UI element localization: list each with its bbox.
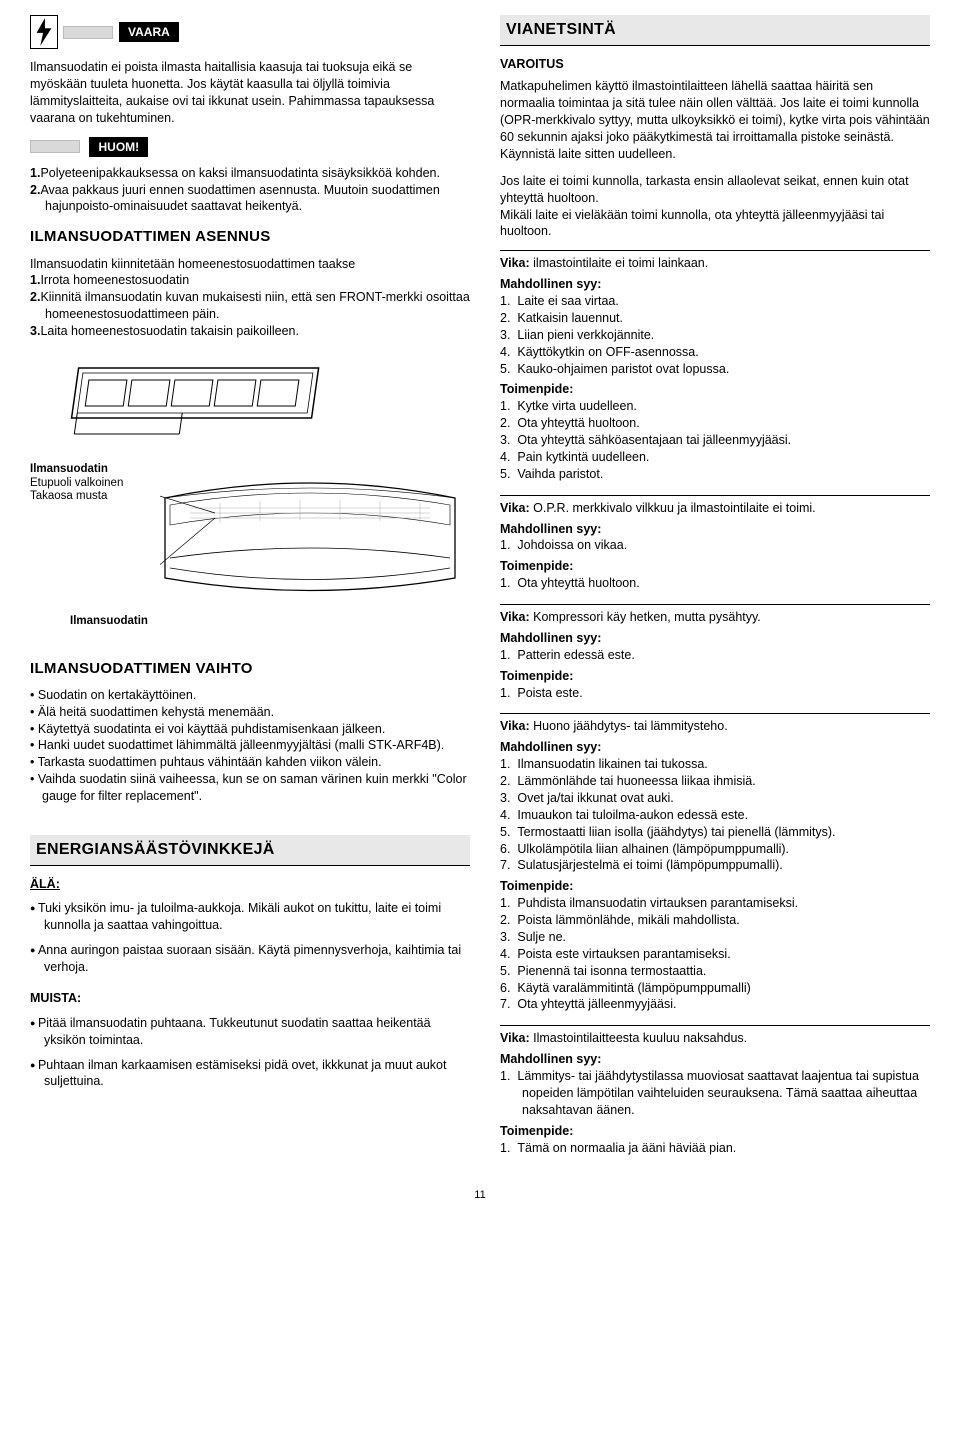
list-item: Tarkasta suodattimen puhtaus vähintään k… [30, 754, 470, 771]
troubleshooting-blocks: Vika: ilmastointilaite ei toimi lainkaan… [500, 250, 930, 1156]
huom-list: 1.Polyeteenipakkauksessa on kaksi ilmans… [30, 165, 470, 216]
energia-heading: ENERGIANSÄÄSTÖVINKKEJÄ [30, 835, 470, 866]
list-item: Suodatin on kertakäyttöinen. [30, 687, 470, 704]
list-item: Tuki yksikön imu- ja tuloilma-aukkoja. M… [30, 900, 470, 934]
muista-list: Pitää ilmansuodatin puhtaana. Tukkeutunu… [30, 1015, 470, 1091]
list-item: 2. Lämmönlähde tai huoneessa liikaa ihmi… [500, 773, 930, 790]
list-item: 1. Lämmitys- tai jäähdytystilassa muovio… [500, 1068, 930, 1119]
vika-block: Vika: O.P.R. merkkivalo vilkkuu ja ilmas… [500, 495, 930, 592]
list-item: 1.Irrota homeenestosuodatin [30, 272, 470, 289]
list-item: 5. Pienennä tai isonna termostaattia. [500, 963, 930, 980]
right-column: VIANETSINTÄ VAROITUS Matkapuhelimen käyt… [500, 15, 930, 1168]
list-item: 2. Katkaisin lauennut. [500, 310, 930, 327]
left-column: VAARA Ilmansuodatin ei poista ilmasta ha… [30, 15, 470, 1168]
list-item: 4. Käyttökytkin on OFF-asennossa. [500, 344, 930, 361]
huom-label: HUOM! [89, 137, 148, 157]
list-item: 1. Ota yhteyttä huoltoon. [500, 575, 930, 592]
list-item: 1. Johdoissa on vikaa. [500, 537, 930, 554]
unit-illustration [160, 463, 460, 603]
list-item: 5. Vaihda paristot. [500, 466, 930, 483]
list-item: 3. Ovet ja/tai ikkunat ovat auki. [500, 790, 930, 807]
list-item: Hanki uudet suodattimet lähimmältä jälle… [30, 737, 470, 754]
asennus-list: 1.Irrota homeenestosuodatin2.Kiinnitä il… [30, 272, 470, 340]
list-item: 1.Polyeteenipakkauksessa on kaksi ilmans… [30, 165, 470, 182]
figure-label-1: Ilmansuodatin Etupuoli valkoinen Takaosa… [30, 463, 140, 603]
filter-panel-illustration [30, 358, 330, 448]
list-item: Anna auringon paistaa suoraan sisään. Kä… [30, 942, 470, 976]
list-item: 3. Sulje ne. [500, 929, 930, 946]
huom-header: HUOM! [30, 137, 470, 157]
list-item: 3.Laita homeenestosuodatin takaisin paik… [30, 323, 470, 340]
vian-heading: VIANETSINTÄ [500, 15, 930, 46]
list-item: 3. Ota yhteyttä sähköasentajaan tai jäll… [500, 432, 930, 449]
muista-label: MUISTA: [30, 990, 470, 1007]
list-item: Älä heitä suodattimen kehystä menemään. [30, 704, 470, 721]
gray-bar [63, 26, 113, 39]
list-item: 5. Kauko-ohjaimen paristot ovat lopussa. [500, 361, 930, 378]
list-item: 4. Poista este virtauksen parantamiseksi… [500, 946, 930, 963]
list-item: 1. Tämä on normaalia ja ääni häviää pian… [500, 1140, 930, 1157]
filter-figure: Ilmansuodatin Etupuoli valkoinen Takaosa… [30, 358, 470, 629]
danger-header: VAARA [30, 15, 470, 49]
gray-bar [30, 140, 80, 153]
list-item: 3. Liian pieni verkkojännite. [500, 327, 930, 344]
varoitus-label: VAROITUS [500, 56, 930, 73]
list-item: Käytettyä suodatinta ei voi käyttää puhd… [30, 721, 470, 738]
asennus-heading: ILMANSUODATTIMEN ASENNUS [30, 227, 470, 247]
list-item: 1. Laite ei saa virtaa. [500, 293, 930, 310]
list-item: 7. Ota yhteyttä jälleenmyyjääsi. [500, 996, 930, 1013]
page-number: 11 [30, 1188, 930, 1203]
list-item: 6. Ulkolämpötila liian alhainen (lämpöpu… [500, 841, 930, 858]
list-item: 6. Käytä varalämmitintä (lämpöpumppumall… [500, 980, 930, 997]
vaihto-heading: ILMANSUODATTIMEN VAIHTO [30, 659, 470, 679]
danger-label: VAARA [119, 22, 179, 42]
asennus-intro: Ilmansuodatin kiinnitetään homeenestosuo… [30, 256, 470, 273]
list-item: 2.Avaa pakkaus juuri ennen suodattimen a… [30, 182, 470, 216]
ala-label: ÄLÄ: [30, 876, 470, 893]
vika-block: Vika: Huono jäähdytys- tai lämmitysteho.… [500, 713, 930, 1013]
lightning-icon [30, 15, 58, 49]
vika-block: Vika: ilmastointilaite ei toimi lainkaan… [500, 250, 930, 482]
vaihto-list: Suodatin on kertakäyttöinen.Älä heitä su… [30, 687, 470, 805]
danger-text: Ilmansuodatin ei poista ilmasta haitalli… [30, 59, 470, 127]
list-item: 1. Ilmansuodatin likainen tai tukossa. [500, 756, 930, 773]
list-item: 1. Patterin edessä este. [500, 647, 930, 664]
list-item: 1. Poista este. [500, 685, 930, 702]
list-item: 2.Kiinnitä ilmansuodatin kuvan mukaisest… [30, 289, 470, 323]
list-item: 4. Pain kytkintä uudelleen. [500, 449, 930, 466]
list-item: 1. Puhdista ilmansuodatin virtauksen par… [500, 895, 930, 912]
list-item: 2. Ota yhteyttä huoltoon. [500, 415, 930, 432]
intro-text: Jos laite ei toimi kunnolla, tarkasta en… [500, 173, 930, 241]
list-item: 5. Termostaatti liian isolla (jäähdytys)… [500, 824, 930, 841]
varoitus-text: Matkapuhelimen käyttö ilmastointilaittee… [500, 78, 930, 162]
list-item: Pitää ilmansuodatin puhtaana. Tukkeutunu… [30, 1015, 470, 1049]
list-item: 4. Imuaukon tai tuloilma-aukon edessä es… [500, 807, 930, 824]
list-item: 7. Sulatusjärjestelmä ei toimi (lämpöpum… [500, 857, 930, 874]
list-item: 1. Kytke virta uudelleen. [500, 398, 930, 415]
vika-block: Vika: Ilmastointilaitteesta kuuluu naksa… [500, 1025, 930, 1156]
vika-block: Vika: Kompressori käy hetken, mutta pysä… [500, 604, 930, 701]
ala-list: Tuki yksikön imu- ja tuloilma-aukkoja. M… [30, 900, 470, 976]
list-item: Puhtaan ilman karkaamisen estämiseksi pi… [30, 1057, 470, 1091]
figure-label-2: Ilmansuodatin [70, 615, 470, 629]
list-item: Vaihda suodatin siinä vaiheessa, kun se … [30, 771, 470, 805]
list-item: 2. Poista lämmönlähde, mikäli mahdollist… [500, 912, 930, 929]
